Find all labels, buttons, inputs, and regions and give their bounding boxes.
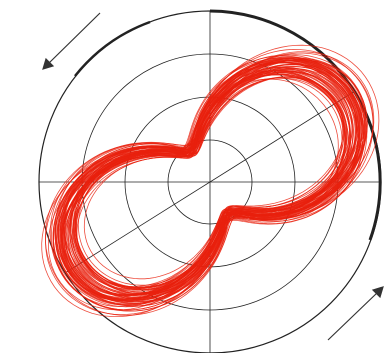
loop-curve	[67, 67, 353, 296]
loops	[41, 44, 380, 317]
loop-curve	[72, 71, 349, 290]
loop-curve	[55, 56, 366, 305]
arrow-head	[42, 57, 55, 70]
loop-curve	[62, 60, 360, 299]
outer-arc	[74, 20, 151, 77]
loop-curve	[76, 70, 346, 287]
loop-curve	[59, 58, 363, 302]
arrow-head	[371, 286, 384, 299]
arrows	[42, 12, 384, 341]
loop-curve	[58, 55, 365, 301]
diagonal-line	[64, 90, 356, 274]
loop-curve	[50, 57, 368, 312]
loop-curve	[56, 59, 363, 306]
arrow	[47, 12, 101, 65]
arrow	[327, 291, 379, 341]
